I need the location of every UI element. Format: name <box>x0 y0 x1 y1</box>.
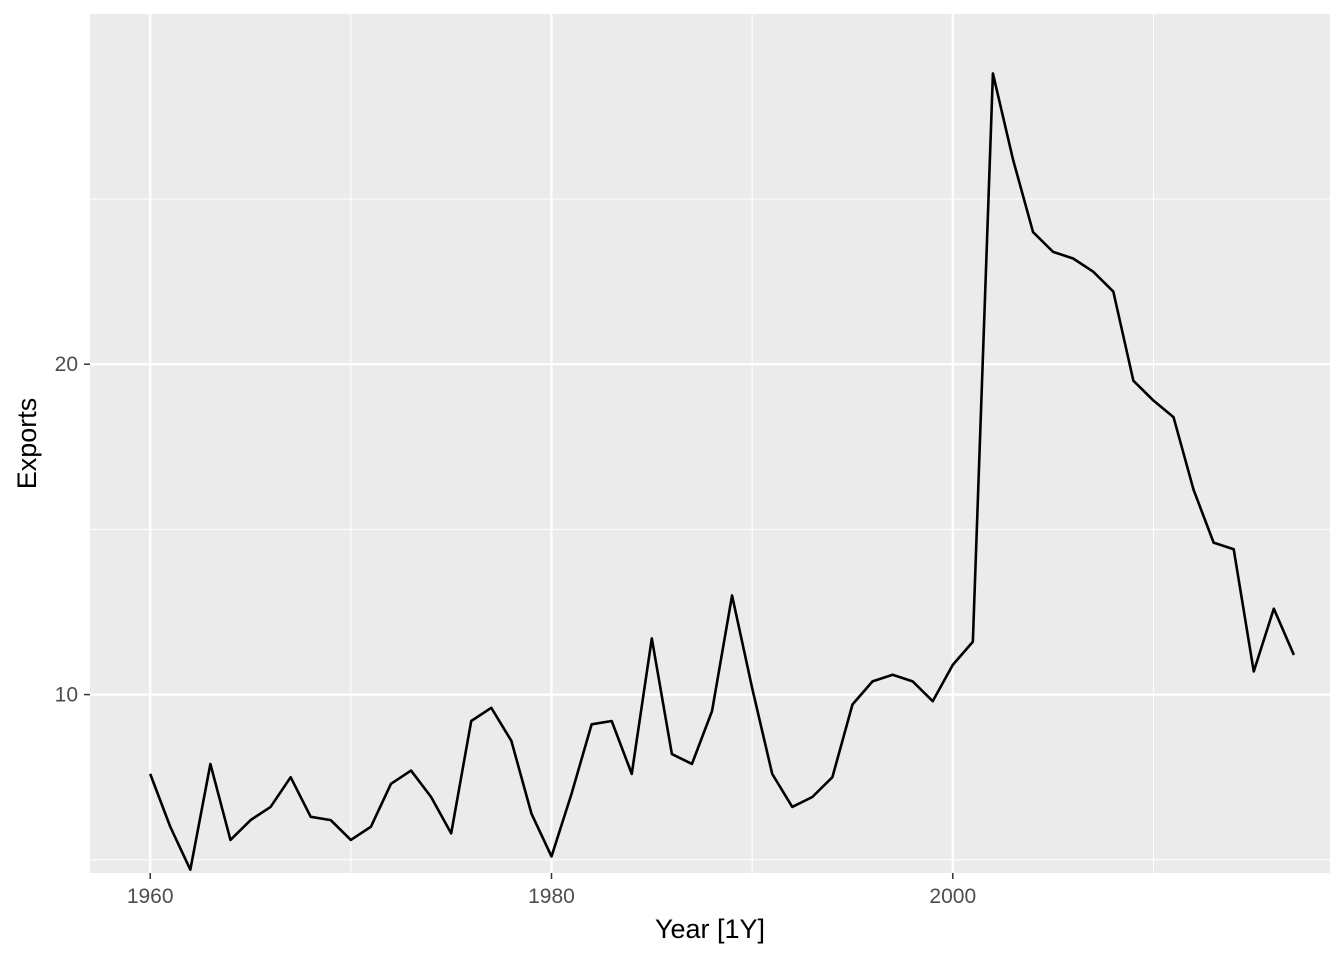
x-axis-title: Year [1Y] <box>655 914 765 944</box>
x-axis: 1960 1980 2000 <box>127 873 976 908</box>
x-tick-label: 1960 <box>127 885 174 908</box>
x-tick-label: 1980 <box>528 885 575 908</box>
series-layer <box>148 72 1296 872</box>
y-axis: 10 20 <box>55 353 90 707</box>
x-tick-label: 2000 <box>929 885 976 908</box>
y-tick-label: 10 <box>55 684 78 707</box>
major-gridlines <box>90 14 1330 873</box>
minor-gridlines <box>90 14 1330 873</box>
y-tick-label: 20 <box>55 353 78 376</box>
series-line-exports <box>148 72 1296 872</box>
plot-panel <box>90 14 1330 873</box>
y-axis-title: Exports <box>12 398 42 490</box>
